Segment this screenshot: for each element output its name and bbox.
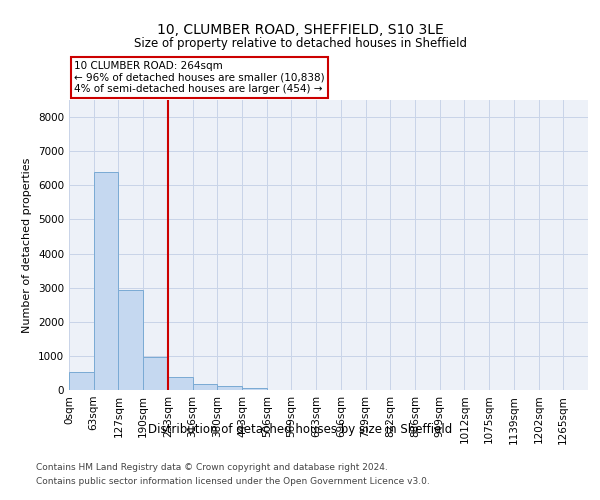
Bar (193, 384, 217, 390)
Text: Size of property relative to detached houses in Sheffield: Size of property relative to detached ho… (133, 38, 467, 51)
Bar (69, 372, 94, 390)
Text: 10, CLUMBER ROAD, SHEFFIELD, S10 3LE: 10, CLUMBER ROAD, SHEFFIELD, S10 3LE (157, 22, 443, 36)
Text: Contains public sector information licensed under the Open Government Licence v3: Contains public sector information licen… (36, 478, 430, 486)
Y-axis label: Number of detached properties: Number of detached properties (22, 158, 32, 332)
Bar (143, 356, 168, 390)
Bar (118, 290, 143, 390)
Bar (94, 172, 118, 390)
Text: Contains HM Land Registry data © Crown copyright and database right 2024.: Contains HM Land Registry data © Crown c… (36, 462, 388, 471)
Text: Distribution of detached houses by size in Sheffield: Distribution of detached houses by size … (148, 422, 452, 436)
Bar (168, 377, 193, 390)
Text: 10 CLUMBER ROAD: 264sqm
← 96% of detached houses are smaller (10,838)
4% of semi: 10 CLUMBER ROAD: 264sqm ← 96% of detache… (74, 61, 325, 94)
Bar (242, 388, 267, 390)
Bar (217, 386, 242, 390)
